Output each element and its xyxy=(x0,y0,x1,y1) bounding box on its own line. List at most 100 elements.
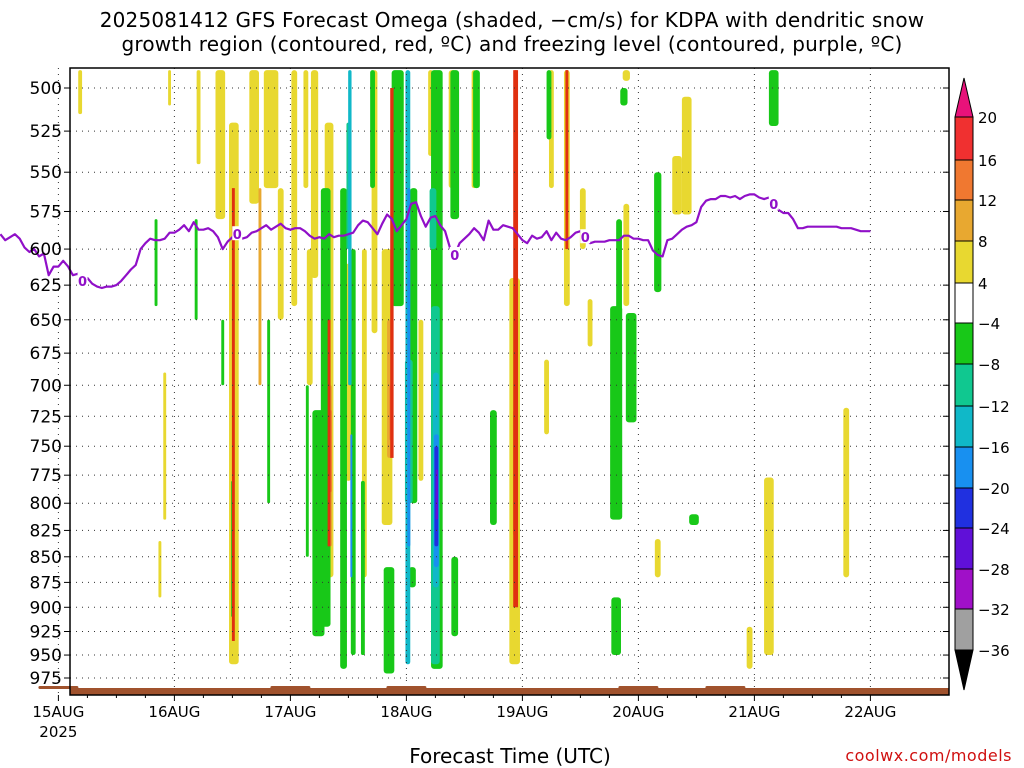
colorbar-label: 20 xyxy=(978,109,997,127)
x-tick-label: 16AUG xyxy=(148,703,200,721)
colorbar-bin xyxy=(954,240,974,284)
y-tick-label: 725 xyxy=(30,407,62,427)
omega-cell xyxy=(622,70,630,81)
dgz-contour xyxy=(565,70,569,250)
omega-cell xyxy=(154,219,158,307)
omega-cell xyxy=(78,70,83,115)
omega-cell xyxy=(350,434,353,578)
omega-cell xyxy=(249,70,259,204)
omega-cell xyxy=(407,188,411,547)
y-tick-label: 700 xyxy=(30,376,62,396)
omega-cell xyxy=(768,70,779,127)
omega-cell xyxy=(263,70,279,189)
omega-cell xyxy=(429,188,437,250)
omega-cell xyxy=(163,372,167,520)
terrain-bump xyxy=(270,686,311,689)
freezing-level-line xyxy=(0,193,871,290)
colorbar-label: 8 xyxy=(978,233,988,251)
omega-cell xyxy=(616,219,622,334)
colorbar-label: −36 xyxy=(978,642,1010,660)
omega-cell xyxy=(360,480,365,656)
y-tick-label: 525 xyxy=(30,122,62,142)
x-tick-sublabel: 2025 xyxy=(39,723,77,741)
omega-cell xyxy=(764,477,774,656)
plot-frame xyxy=(69,67,950,696)
y-tick-label: 675 xyxy=(30,344,62,364)
x-tick-label: 15AUG xyxy=(32,703,84,721)
chart-title-line2: growth region (contoured, red, ºC) and f… xyxy=(121,32,903,56)
omega-cell xyxy=(435,469,439,520)
x-tick-label: 19AUG xyxy=(496,703,548,721)
omega-cell xyxy=(383,567,395,674)
source-credit: coolwx.com/models xyxy=(845,746,1012,765)
omega-cell xyxy=(62,536,65,567)
freezing-level-label: 0 xyxy=(78,275,87,290)
omega-cell xyxy=(473,70,480,189)
colorbar-label: −32 xyxy=(978,601,1010,619)
omega-cell xyxy=(546,70,552,140)
x-axis-label: Forecast Time (UTC) xyxy=(409,744,611,768)
y-tick-label: 775 xyxy=(30,466,62,486)
chart-title: 2025081412 GFS Forecast Omega (shaded, −… xyxy=(0,8,1024,56)
omega-cell xyxy=(620,88,628,106)
colorbar-label: −24 xyxy=(978,520,1010,538)
freezing-level-label: 0 xyxy=(769,198,778,213)
terrain-bump xyxy=(618,686,659,689)
y-tick-label: 750 xyxy=(30,437,62,457)
colorbar-bin xyxy=(954,77,974,118)
omega-cell xyxy=(450,70,460,220)
x-tick-label: 20AUG xyxy=(612,703,664,721)
omega-cell xyxy=(611,597,621,656)
omega-cell xyxy=(654,172,662,293)
y-tick-label: 500 xyxy=(30,79,62,99)
dgz-contour xyxy=(390,88,394,458)
omega-cell xyxy=(451,556,459,637)
colorbar-bin xyxy=(954,282,974,324)
omega-cell xyxy=(370,70,375,189)
x-tick-label: 17AUG xyxy=(264,703,316,721)
y-tick-label: 550 xyxy=(30,163,62,183)
omega-cell xyxy=(672,155,682,215)
colorbar-label: 4 xyxy=(978,275,988,293)
omega-cell xyxy=(221,319,225,386)
omega-cell xyxy=(623,203,630,307)
colorbar-bin xyxy=(954,446,974,489)
freezing-label-bg xyxy=(768,195,779,210)
omega-cell xyxy=(303,70,309,189)
freezing-level-label: 0 xyxy=(581,231,590,246)
omega-cell xyxy=(158,541,162,598)
y-tick-label: 650 xyxy=(30,311,62,331)
colorbar-bin xyxy=(954,405,974,448)
colorbar-label: −20 xyxy=(978,480,1010,498)
colorbar: 20 16 12 8 4 −4 −8 −12 −16 −20 −24 −28 −32 −36 xyxy=(954,77,1010,691)
freezing-label-bg xyxy=(449,246,460,261)
omega-cell xyxy=(291,70,298,307)
omega-cell xyxy=(267,319,271,504)
colorbar-label: 12 xyxy=(978,192,997,210)
omega-cell xyxy=(681,96,692,215)
omega-cell xyxy=(490,410,497,526)
omega-cell xyxy=(277,188,284,320)
colorbar-bin xyxy=(954,322,974,365)
x-tick-label: 18AUG xyxy=(380,703,432,721)
colorbar-bin xyxy=(954,608,974,651)
colorbar-label: 16 xyxy=(978,152,997,170)
chart-title-line1: 2025081412 GFS Forecast Omega (shaded, −… xyxy=(99,8,925,32)
omega-cell xyxy=(340,188,347,669)
colorbar-label: −16 xyxy=(978,439,1010,457)
y-tick-label: 925 xyxy=(30,622,62,642)
omega-cell xyxy=(306,249,313,386)
terrain-bump xyxy=(386,686,427,689)
omega-cell xyxy=(348,70,352,386)
colorbar-label: −28 xyxy=(978,561,1010,579)
dgz-contour xyxy=(231,188,235,641)
y-tick-label: 850 xyxy=(30,548,62,568)
freezing-label-bg xyxy=(77,272,88,287)
terrain-layer xyxy=(38,686,949,695)
colorbar-bin xyxy=(954,568,974,610)
y-tick-label: 825 xyxy=(30,521,62,541)
freezing-label-bg xyxy=(232,226,243,241)
freezing-level-label: 0 xyxy=(450,249,459,264)
freezing-level-label: 0 xyxy=(233,228,242,243)
omega-cell xyxy=(305,385,309,557)
